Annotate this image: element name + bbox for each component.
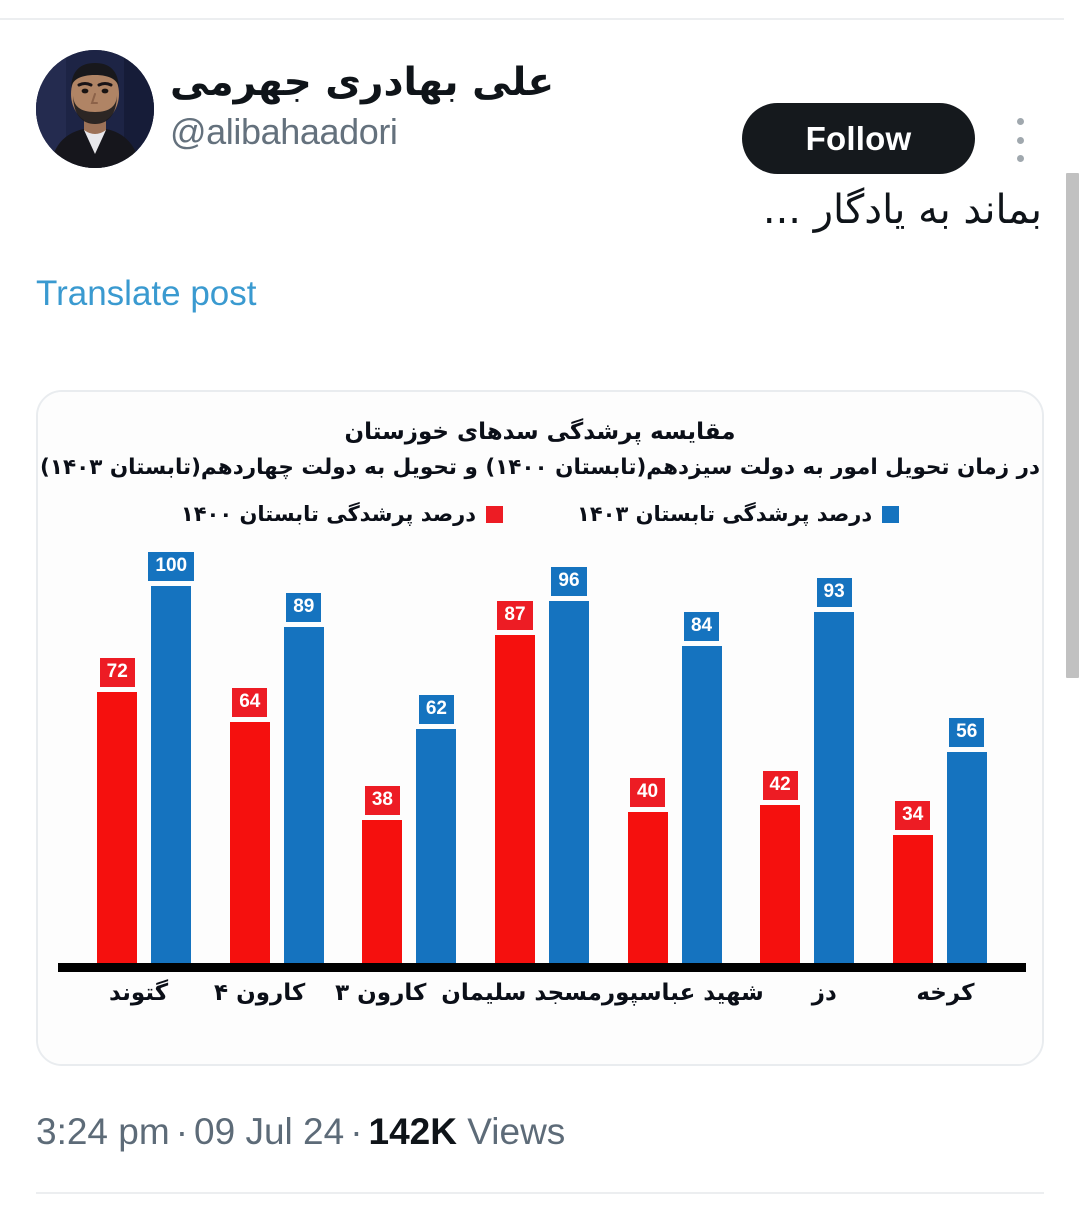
display-name[interactable]: علی بهادری جهرمی bbox=[170, 60, 555, 105]
views-count: 142K bbox=[368, 1111, 457, 1152]
x-axis-label: شهید عباسپور bbox=[601, 980, 764, 1006]
separator-dot: · bbox=[350, 1111, 363, 1152]
bar-red: 72 bbox=[97, 542, 138, 963]
legend-item-1403: درصد پرشدگی تابستان ۱۴۰۳ bbox=[577, 502, 900, 526]
top-divider bbox=[0, 18, 1080, 20]
bar-red: 34 bbox=[892, 542, 933, 963]
bar-value-label: 40 bbox=[629, 778, 666, 807]
chart-title-block: مقایسه پرشدگی سدهای خوزستان در زمان تحوی… bbox=[38, 414, 1042, 486]
x-axis-labels: کرخه دز شهید عباسپور مسجد سلیمان کارون ۳ کارو… bbox=[52, 980, 1032, 1006]
legend-item-1400: درصد پرشدگی تابستان ۱۴۰۰ bbox=[181, 502, 503, 526]
bar-rect bbox=[627, 812, 668, 963]
bar-group: 72 100 bbox=[78, 542, 211, 963]
bar-value-label: 87 bbox=[497, 601, 533, 630]
vertical-scrollbar-thumb[interactable] bbox=[1066, 173, 1079, 678]
bar-blue: 84 bbox=[681, 542, 722, 963]
bar-value-label: 34 bbox=[895, 801, 931, 830]
bar-value-label: 38 bbox=[364, 786, 400, 815]
bar-red: 38 bbox=[362, 542, 403, 963]
bar-rect bbox=[362, 820, 403, 963]
bar-value-label: 93 bbox=[816, 578, 852, 607]
post-time: 3:24 pm bbox=[36, 1111, 170, 1152]
bar-value-label: 89 bbox=[286, 593, 322, 622]
legend-swatch-red bbox=[486, 505, 503, 523]
bar-red: 64 bbox=[229, 542, 270, 963]
x-axis-line bbox=[58, 963, 1026, 972]
bar-group: 40 84 bbox=[608, 542, 741, 963]
bar-blue: 62 bbox=[416, 542, 457, 963]
chart-plot-area: 34 56 42 93 40 84 87 96 38 62 64 89 72 100 bbox=[52, 542, 1032, 972]
bar-red: 40 bbox=[627, 542, 668, 963]
chart-title: مقایسه پرشدگی سدهای خوزستان bbox=[344, 419, 736, 445]
chart-card[interactable]: مقایسه پرشدگی سدهای خوزستان در زمان تحوی… bbox=[36, 390, 1044, 1066]
tweet-header: علی بهادری جهرمی @alibahaadori Follow bbox=[0, 40, 1080, 174]
bar-blue: 89 bbox=[283, 542, 324, 963]
bar-rect bbox=[946, 752, 987, 963]
x-axis-label: دز bbox=[811, 980, 837, 1006]
follow-button[interactable]: Follow bbox=[742, 103, 975, 174]
bar-red: 87 bbox=[494, 542, 535, 963]
post-date: 09 Jul 24 bbox=[194, 1111, 345, 1152]
bar-blue: 100 bbox=[148, 542, 195, 963]
bar-value-label: 42 bbox=[762, 771, 798, 800]
post-metadata: 3:24 pm · 09 Jul 24 · 142K Views bbox=[36, 1108, 565, 1156]
bar-blue: 93 bbox=[814, 542, 855, 963]
bar-rect bbox=[97, 692, 138, 963]
bar-blue: 96 bbox=[548, 542, 589, 963]
x-axis-label: کارون ۴ bbox=[214, 980, 306, 1006]
translate-post-link[interactable]: Translate post bbox=[36, 274, 257, 313]
x-axis-label: کارون ۳ bbox=[335, 980, 427, 1006]
user-handle[interactable]: @alibahaadori bbox=[170, 111, 398, 152]
bar-rect bbox=[416, 729, 457, 963]
bar-rect bbox=[494, 635, 535, 963]
bar-group: 87 96 bbox=[476, 542, 609, 963]
views-label: Views bbox=[467, 1111, 566, 1152]
bar-value-label: 100 bbox=[148, 552, 195, 581]
bar-rect bbox=[151, 586, 192, 963]
identity-block: علی بهادری جهرمی @alibahaadori bbox=[170, 58, 710, 156]
avatar[interactable] bbox=[36, 50, 154, 168]
bar-red: 42 bbox=[760, 542, 801, 963]
bar-group: 42 93 bbox=[741, 542, 874, 963]
bar-group: 38 62 bbox=[343, 542, 476, 963]
x-axis-label: مسجد سلیمان bbox=[441, 980, 602, 1006]
dot bbox=[1016, 118, 1024, 125]
bar-value-label: 62 bbox=[418, 695, 454, 724]
bar-value-label: 84 bbox=[683, 612, 720, 641]
x-axis-label: کرخه bbox=[916, 980, 975, 1006]
bar-rect bbox=[760, 805, 801, 963]
bar-value-label: 96 bbox=[551, 567, 587, 596]
legend-label-1403: درصد پرشدگی تابستان ۱۴۰۳ bbox=[577, 502, 873, 526]
bottom-divider bbox=[36, 1192, 1044, 1194]
dot bbox=[1016, 155, 1024, 162]
bar-rect bbox=[892, 835, 933, 963]
legend-swatch-blue bbox=[882, 505, 900, 523]
bar-groups: 34 56 42 93 40 84 87 96 38 62 64 89 72 100 bbox=[52, 542, 1032, 963]
bar-rect bbox=[283, 627, 324, 963]
x-axis-label: گتوند bbox=[108, 980, 169, 1006]
bar-rect bbox=[548, 601, 589, 963]
bar-blue: 56 bbox=[946, 542, 987, 963]
separator-dot: · bbox=[175, 1111, 189, 1152]
bar-group: 34 56 bbox=[873, 542, 1006, 963]
bar-rect bbox=[814, 612, 855, 963]
chart-legend: درصد پرشدگی تابستان ۱۴۰۳ درصد پرشدگی تاب… bbox=[38, 502, 1042, 526]
legend-label-1400: درصد پرشدگی تابستان ۱۴۰۰ bbox=[180, 502, 476, 526]
more-vertical-icon[interactable] bbox=[1008, 118, 1032, 162]
bar-rect bbox=[681, 646, 722, 963]
dot bbox=[1016, 136, 1024, 144]
chart-image: مقایسه پرشدگی سدهای خوزستان در زمان تحوی… bbox=[38, 392, 1042, 1064]
vertical-scrollbar-track[interactable] bbox=[1064, 18, 1080, 1209]
bar-rect bbox=[229, 722, 270, 963]
post-text: بماند به یادگار ... bbox=[762, 187, 1042, 233]
chart-subtitle: در زمان تحویل امور به دولت سیزدهم(تابستا… bbox=[40, 455, 1040, 480]
bar-value-label: 56 bbox=[949, 718, 985, 747]
bar-value-label: 72 bbox=[99, 658, 135, 687]
bar-group: 64 89 bbox=[211, 542, 344, 963]
bar-value-label: 64 bbox=[232, 688, 268, 717]
